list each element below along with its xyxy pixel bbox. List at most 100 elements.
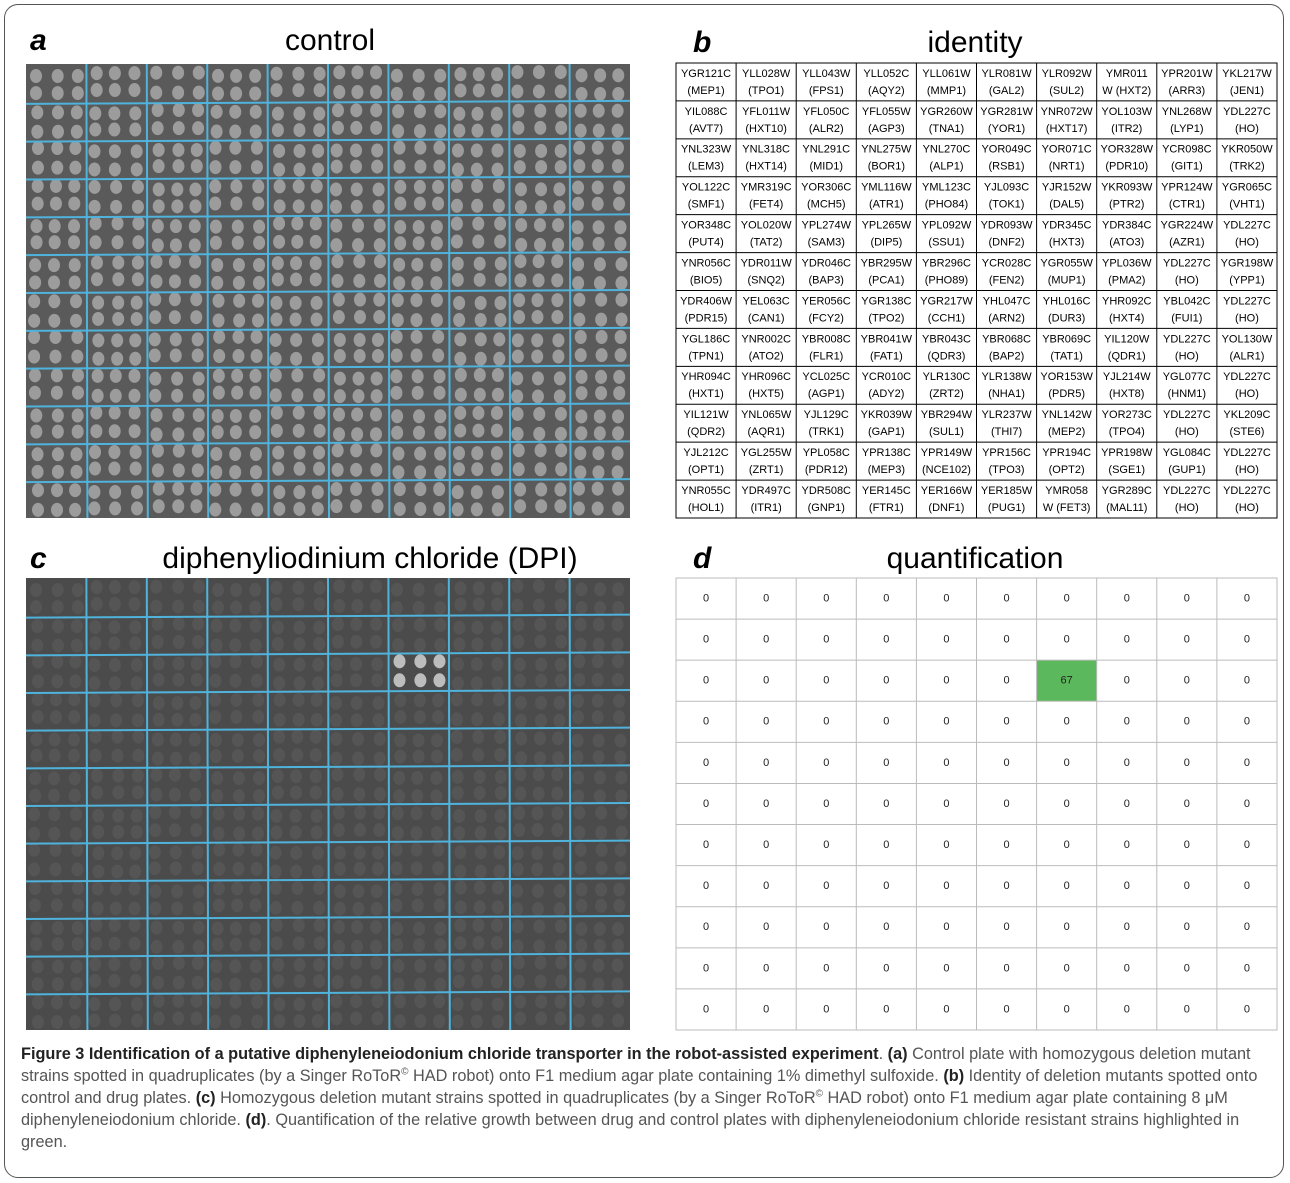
colony-spot [30, 86, 42, 101]
colony-spot [90, 768, 103, 783]
colony-spot [192, 616, 205, 631]
colony-spot [111, 846, 124, 861]
colony-spot [410, 826, 423, 841]
colony-spot [353, 861, 366, 876]
colony-spot [372, 695, 385, 710]
colony-spot [511, 65, 524, 80]
colony-spot [212, 385, 225, 400]
colony-spot [313, 66, 326, 81]
colony-spot [112, 768, 125, 783]
quant-value: 0 [1244, 1003, 1250, 1015]
colony-spot [393, 770, 406, 785]
colony-spot [91, 881, 104, 896]
colony-spot [211, 771, 224, 786]
colony-spot [249, 937, 262, 952]
colony-spot [370, 955, 383, 970]
colony-spot [71, 937, 84, 952]
colony-spot [311, 1014, 324, 1029]
colony-spot [251, 293, 264, 308]
colony-spot [192, 408, 205, 423]
colony-spot [611, 159, 624, 174]
colony-spot [172, 920, 185, 935]
colony-spot [392, 446, 405, 461]
colony-spot [71, 69, 84, 83]
colony-spot [293, 636, 306, 651]
colony-spot [491, 502, 504, 517]
colony-spot [48, 258, 61, 273]
plate-grid-line [25, 364, 631, 370]
colony-spot [575, 409, 588, 424]
colony-spot [350, 695, 363, 710]
colony-spot [213, 329, 226, 344]
colony-spot [71, 424, 84, 439]
colony-spot [48, 826, 61, 841]
colony-spot [332, 823, 345, 838]
colony-spot [433, 482, 446, 497]
colony-spot [189, 767, 202, 782]
colony-spot [551, 786, 564, 801]
colony-spot [351, 579, 364, 594]
colony-spot [515, 751, 528, 766]
gene-name: (DNF1) [928, 502, 964, 514]
colony-spot [511, 84, 524, 99]
colony-spot [592, 733, 605, 748]
gene-name: (MID1) [809, 161, 843, 173]
gene-id: YPL058C [803, 447, 850, 459]
colony-spot [128, 424, 141, 439]
colony-spot [371, 845, 384, 860]
colony-spot [172, 956, 185, 971]
colony-spot [511, 406, 524, 421]
colony-spot [333, 427, 346, 442]
colony-spot [169, 332, 182, 347]
colony-spot [551, 823, 564, 838]
colony-spot [370, 462, 383, 477]
colony-spot [152, 672, 165, 687]
colony-spot [551, 254, 564, 269]
colony-spot [212, 313, 225, 328]
colony-spot [271, 769, 284, 784]
colony-spot [333, 599, 346, 614]
colony-spot [70, 447, 83, 462]
colony-spot [454, 332, 467, 347]
gene-name: (HXT3) [1049, 237, 1084, 249]
colony-spot [209, 196, 222, 211]
colony-spot [209, 673, 222, 688]
colony-spot [269, 368, 282, 383]
colony-spot [531, 823, 544, 838]
colony-spot [552, 751, 565, 766]
colony-spot [533, 426, 546, 441]
colony-spot [273, 748, 286, 763]
colony-spot [331, 634, 344, 649]
colony-spot [450, 216, 463, 231]
quant-value: 0 [763, 1003, 769, 1015]
colony-spot [253, 732, 266, 747]
colony-spot [29, 275, 42, 290]
quant-value: 0 [1184, 757, 1190, 769]
quant-value: 0 [883, 675, 889, 687]
colony-spot [313, 580, 326, 595]
colony-spot [532, 254, 545, 269]
colony-spot [394, 733, 407, 748]
gene-id: YJL093C [984, 182, 1029, 194]
colony-spot [313, 974, 326, 989]
colony-spot [108, 405, 121, 420]
colony-spot [270, 405, 283, 420]
colony-spot [271, 785, 284, 800]
colony-spot [311, 845, 324, 860]
gene-id: YDR345C [1042, 220, 1092, 232]
colony-spot [71, 583, 84, 597]
colony-spot [273, 712, 286, 727]
colony-spot [190, 993, 203, 1008]
colony-spot [573, 672, 586, 687]
colony-spot [252, 710, 265, 725]
colony-spot [454, 845, 467, 860]
colony-spot [128, 580, 141, 595]
colony-spot [451, 162, 464, 177]
colony-spot [474, 351, 487, 366]
colony-spot [512, 120, 525, 135]
colony-spot [615, 789, 628, 804]
colony-spot [270, 597, 283, 612]
gene-name: (TAT2) [750, 237, 783, 249]
colony-spot [453, 637, 466, 652]
colony-spot [172, 672, 185, 687]
